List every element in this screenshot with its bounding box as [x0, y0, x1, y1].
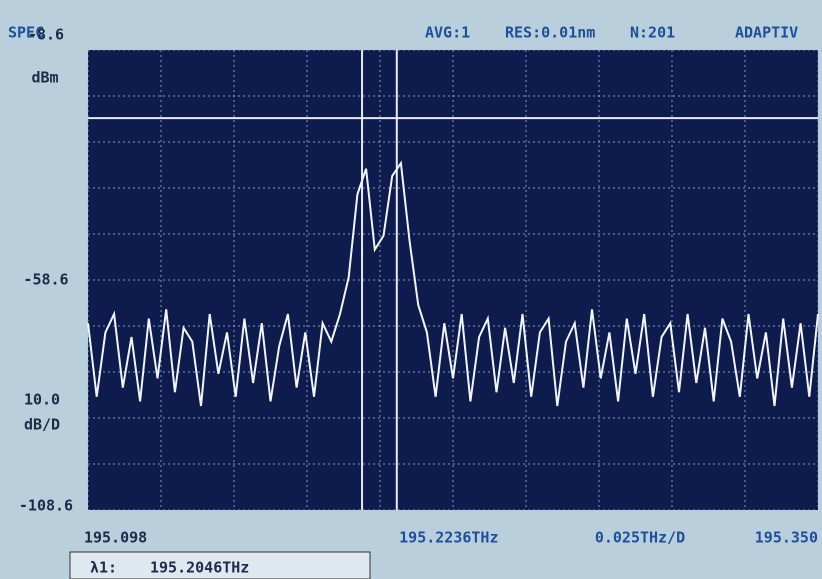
y-unit: dBm [31, 69, 58, 87]
y-tick-label: -8.6 [28, 26, 64, 44]
x-tick-label: 195.098 [84, 529, 147, 547]
readout-label: λ1: [90, 559, 117, 577]
y-scale-unit: dB/D [24, 416, 60, 434]
header-item: ADAPTIV [735, 24, 798, 42]
y-scale-value: 10.0 [24, 391, 60, 409]
header-item: AVG:1 [425, 24, 470, 42]
x-tick-label: 195.2236THz [399, 529, 498, 547]
header-item: RES:0.01nm [505, 24, 595, 42]
readout-value: 195.2046THz [150, 559, 249, 577]
readout-box [69, 551, 371, 579]
y-tick-label: -58.6 [23, 271, 68, 289]
y-tick-label: -108.6 [19, 497, 73, 515]
x-tick-label: 195.350 [755, 529, 818, 547]
spectrum-trace [87, 160, 819, 407]
x-scale: 0.025THz/D [595, 529, 685, 547]
header-item: SPEC [8, 24, 44, 42]
header-item: N:201 [630, 24, 675, 42]
